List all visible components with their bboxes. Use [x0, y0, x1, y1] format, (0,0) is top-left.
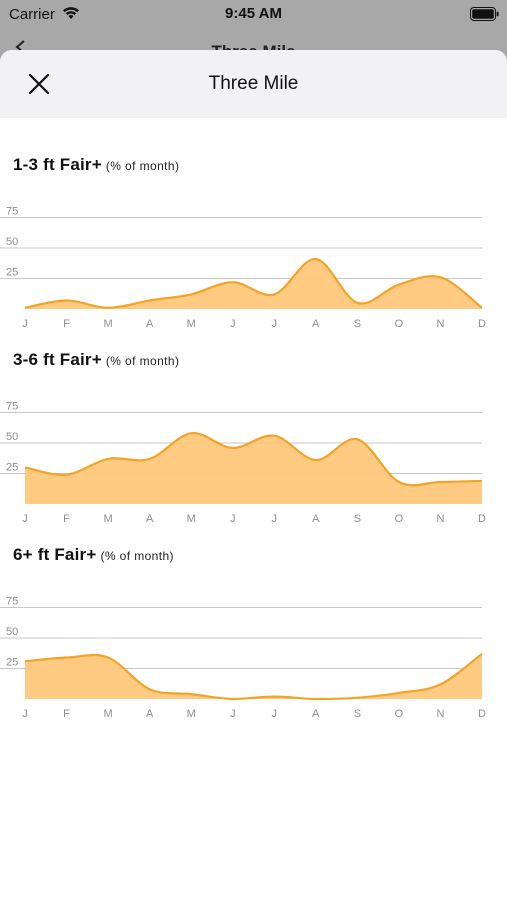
- wifi-icon: [63, 7, 79, 19]
- y-tick-label: 25: [6, 657, 18, 669]
- chart-subtitle: (% of month): [105, 159, 180, 173]
- x-tick-label: J: [272, 708, 278, 720]
- x-tick-label: J: [230, 318, 236, 330]
- battery-icon: [470, 7, 499, 21]
- x-tick-label: D: [478, 318, 486, 330]
- x-tick-label: J: [22, 318, 28, 330]
- x-tick-label: A: [146, 708, 154, 720]
- area-chart: 25 50 75 J F M A M J J A S O N D: [0, 596, 486, 720]
- chart-3-6ft: 3-6 ft Fair+ (% of month) 25 50 75 J F M A M J J A S…: [0, 350, 507, 530]
- series-line: [24, 257, 483, 309]
- x-tick-label: S: [354, 708, 361, 720]
- x-tick-label: O: [395, 318, 404, 330]
- chart-heading: 3-6 ft Fair+ (% of month): [13, 350, 179, 370]
- x-tick-label: O: [395, 513, 404, 525]
- x-tick-label: S: [354, 318, 361, 330]
- series-area: [25, 258, 482, 309]
- x-tick-label: A: [312, 708, 320, 720]
- x-tick-label: N: [436, 513, 444, 525]
- x-tick-label: A: [146, 318, 154, 330]
- x-tick-label: J: [230, 513, 236, 525]
- x-tick-label: M: [187, 318, 196, 330]
- y-tick-label: 75: [6, 206, 18, 218]
- series-line: [24, 653, 483, 701]
- series-line: [24, 432, 483, 487]
- x-tick-label: M: [104, 708, 113, 720]
- chart-title: 6+ ft Fair+: [13, 545, 97, 564]
- sheet-header: Three Mile: [0, 50, 507, 118]
- modal-sheet: Three Mile 1-3 ft Fair+ (% of month) 25 50…: [0, 50, 507, 900]
- x-tick-label: J: [230, 708, 236, 720]
- carrier-label: Carrier: [9, 6, 55, 23]
- x-tick-label: J: [22, 708, 28, 720]
- x-tick-label: N: [436, 318, 444, 330]
- area-chart: 25 50 75 J F M A M J J A S O N D: [0, 206, 486, 330]
- y-tick-label: 50: [6, 626, 18, 638]
- close-button[interactable]: [20, 66, 58, 104]
- x-tick-label: M: [187, 708, 196, 720]
- x-tick-label: F: [63, 513, 70, 525]
- sheet-title: Three Mile: [208, 73, 299, 94]
- status-bar: Carrier 9:45 AM: [0, 0, 507, 28]
- x-tick-label: J: [272, 513, 278, 525]
- status-time: 9:45 AM: [225, 5, 282, 22]
- y-tick-label: 25: [6, 267, 18, 279]
- area-chart: 25 50 75 J F M A M J J A S O N D: [0, 401, 486, 525]
- y-tick-label: 50: [6, 236, 18, 248]
- close-icon: [28, 73, 50, 95]
- chart-heading: 1-3 ft Fair+ (% of month): [13, 155, 179, 175]
- series-area: [25, 433, 482, 504]
- x-tick-label: A: [146, 513, 154, 525]
- x-tick-label: M: [104, 513, 113, 525]
- x-tick-label: M: [187, 513, 196, 525]
- series-area: [25, 653, 482, 699]
- chart-heading: 6+ ft Fair+ (% of month): [13, 545, 174, 565]
- chart-title: 3-6 ft Fair+: [13, 350, 102, 369]
- chart-subtitle: (% of month): [105, 354, 180, 368]
- y-tick-label: 50: [6, 431, 18, 443]
- y-tick-label: 75: [6, 596, 18, 608]
- y-tick-label: 75: [6, 401, 18, 413]
- y-tick-label: 25: [6, 462, 18, 474]
- x-tick-label: M: [104, 318, 113, 330]
- x-tick-label: J: [22, 513, 28, 525]
- x-tick-label: J: [272, 318, 278, 330]
- x-tick-label: S: [354, 513, 361, 525]
- chart-title: 1-3 ft Fair+: [13, 155, 102, 174]
- x-tick-label: D: [478, 513, 486, 525]
- x-tick-label: O: [395, 708, 404, 720]
- x-tick-label: N: [436, 708, 444, 720]
- chart-subtitle: (% of month): [100, 549, 174, 563]
- chart-1-3ft: 1-3 ft Fair+ (% of month) 25 50 75 J F M A M J J A S…: [0, 155, 507, 335]
- x-tick-label: A: [312, 318, 320, 330]
- x-tick-label: D: [478, 708, 486, 720]
- x-tick-label: A: [312, 513, 320, 525]
- x-tick-label: F: [63, 318, 70, 330]
- chart-6ft-plus: 6+ ft Fair+ (% of month) 25 50 75 J F M A M J J A S O…: [0, 545, 507, 725]
- x-tick-label: F: [63, 708, 70, 720]
